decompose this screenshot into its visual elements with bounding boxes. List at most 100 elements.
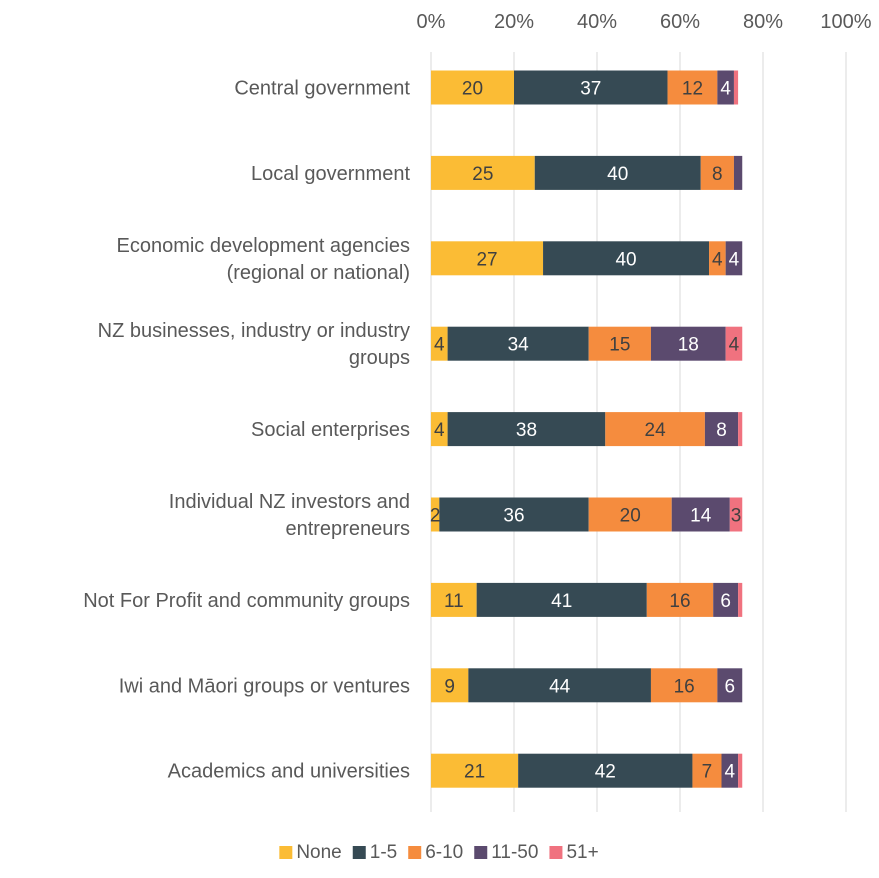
category-label: Central government	[234, 78, 410, 100]
legend-label: 51+	[566, 842, 598, 863]
legend-swatch	[549, 846, 563, 859]
category-label: Not For Profit and community groups	[83, 590, 410, 612]
category-label: Individual NZ investors and entrepreneurs	[169, 491, 410, 540]
data-label: 4	[729, 249, 740, 270]
bar-segment-6-10	[667, 70, 718, 105]
category-label-line: (regional or national)	[227, 262, 410, 284]
data-label: 4	[720, 79, 731, 100]
data-label: 34	[508, 335, 530, 356]
legend-swatch	[474, 846, 488, 859]
legend-label: 6-10	[425, 842, 463, 863]
legend-swatch	[408, 846, 422, 859]
bar-segment-none	[431, 241, 544, 276]
data-label: 6	[720, 591, 731, 612]
category-label-line: Economic development agencies	[116, 235, 410, 257]
data-label: 4	[712, 249, 723, 270]
data-label: 4	[434, 335, 445, 356]
bar-segment-1-5	[468, 668, 651, 703]
bar-segment-1-5	[543, 241, 710, 276]
data-label: 3	[731, 506, 742, 527]
data-label: 41	[551, 591, 572, 612]
x-axis-ticks: 0% 20% 40% 60% 80% 100%	[417, 11, 872, 33]
legend-swatch	[352, 846, 366, 859]
data-label: 4	[725, 762, 736, 783]
bar-segment-1-5	[514, 70, 668, 105]
legend-swatch	[279, 846, 293, 859]
category-label-line: Iwi and Māori groups or ventures	[119, 675, 410, 697]
data-label: 8	[716, 420, 727, 441]
data-label: 7	[702, 762, 713, 783]
bar-segment-1-5	[476, 582, 647, 617]
bar-segment-11-50	[721, 753, 739, 788]
bars: 20 37 12 425 40 827 40 4 44 34 15 18 44 38 24 82 36 20 14 3…	[430, 70, 743, 788]
bar-segment-1-5	[518, 753, 693, 788]
category-label-line: entrepreneurs	[285, 518, 410, 540]
bar-segment-51-	[738, 412, 743, 447]
x-tick-label: 20%	[494, 11, 534, 33]
bar-segment-51-	[738, 753, 743, 788]
data-label: 40	[607, 164, 628, 185]
bar-segment-6-10	[588, 326, 651, 361]
bar-segment-6-10	[650, 668, 718, 703]
data-label: 20	[462, 79, 483, 100]
data-label: 27	[476, 249, 497, 270]
category-label-line: Individual NZ investors and	[169, 491, 410, 513]
legend-label: 1-5	[370, 842, 397, 863]
category-label-line: Academics and universities	[168, 761, 410, 783]
data-label: 4	[434, 420, 445, 441]
category-label: Economic development agencies (regional o…	[116, 235, 410, 284]
category-label: Iwi and Māori groups or ventures	[119, 675, 410, 697]
x-tick-label: 40%	[577, 11, 617, 33]
bar-segment-11-50	[713, 582, 739, 617]
bar-segment-11-50	[717, 668, 743, 703]
bar-segment-11-50	[671, 497, 730, 532]
bar-segment-51-	[738, 582, 743, 617]
data-label: 9	[444, 676, 455, 697]
data-label: 24	[645, 420, 667, 441]
bar-segment-none	[431, 668, 469, 703]
category-label-line: Social enterprises	[251, 419, 410, 441]
data-label: 44	[549, 676, 571, 697]
bar-segment-6-10	[646, 582, 714, 617]
bar-segment-none	[431, 412, 448, 447]
data-label: 12	[682, 79, 703, 100]
category-labels: Central government Local government Econom…	[83, 78, 410, 783]
x-tick-label: 80%	[743, 11, 783, 33]
bar-segment-6-10	[692, 753, 722, 788]
data-label: 40	[615, 249, 636, 270]
x-tick-label: 100%	[820, 11, 871, 33]
category-label-line: NZ businesses, industry or industry	[98, 320, 410, 342]
data-label: 11	[444, 591, 464, 612]
category-label-line: groups	[349, 347, 410, 369]
category-label-line: Not For Profit and community groups	[83, 590, 410, 612]
category-label: Social enterprises	[251, 419, 410, 441]
bar-segment-none	[431, 497, 440, 532]
bar-segment-11-50	[650, 326, 726, 361]
data-label: 4	[729, 335, 740, 356]
bar-segment-1-5	[534, 155, 701, 190]
bar-segment-11-50	[733, 155, 743, 190]
bar-segment-51-	[725, 326, 743, 361]
bar-segment-1-5	[447, 326, 589, 361]
data-label: 42	[595, 762, 616, 783]
data-label: 15	[609, 335, 630, 356]
bar-segment-11-50	[725, 241, 743, 276]
bar-segment-1-5	[447, 412, 606, 447]
data-label: 6	[725, 676, 736, 697]
data-label: 21	[464, 762, 485, 783]
x-tick-label: 0%	[417, 11, 446, 33]
bar-segment-51-	[733, 70, 739, 105]
bar-segment-6-10	[700, 155, 734, 190]
bar-segment-6-10	[709, 241, 726, 276]
data-label: 38	[516, 420, 537, 441]
legend-label: None	[296, 842, 341, 863]
bar-segment-none	[431, 753, 519, 788]
data-label: 14	[690, 506, 712, 527]
bar-segment-none	[431, 155, 535, 190]
legend: None 1-5 6-10 11-50 51+	[279, 842, 599, 863]
bar-segment-none	[431, 326, 448, 361]
bar-segment-none	[431, 582, 477, 617]
data-label: 8	[712, 164, 723, 185]
bar-segment-1-5	[439, 497, 589, 532]
